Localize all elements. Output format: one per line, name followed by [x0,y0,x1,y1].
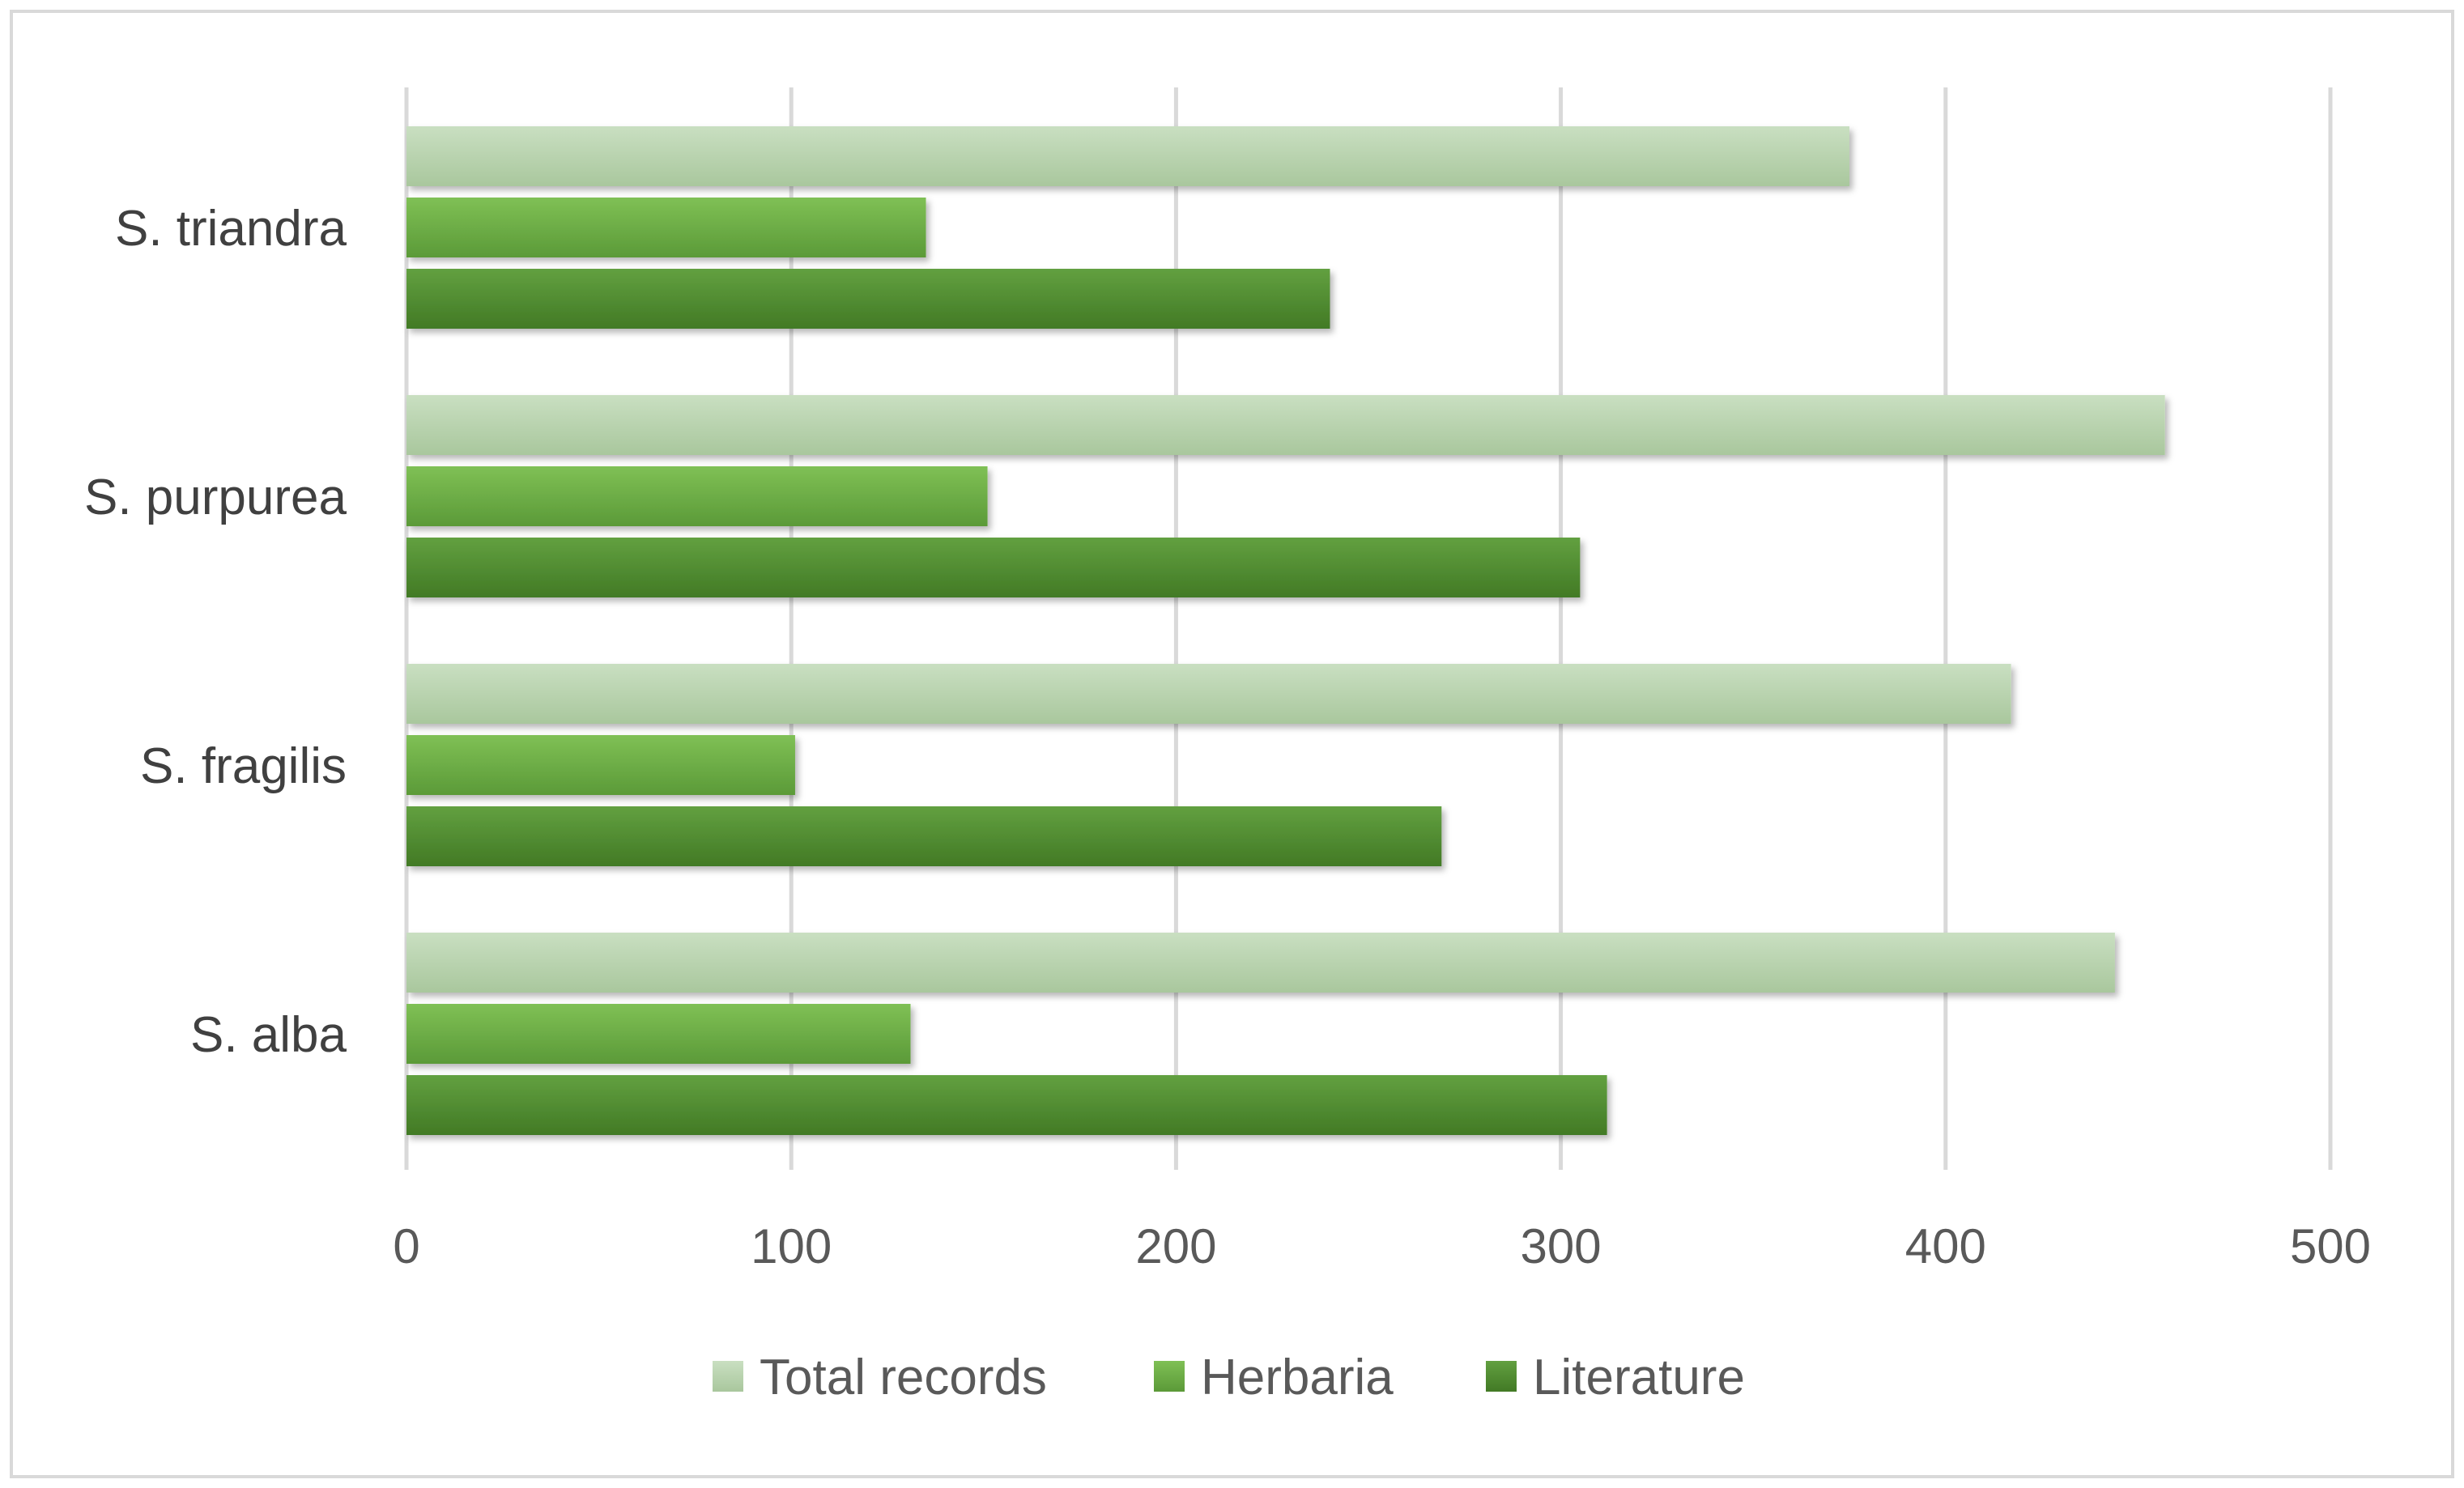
category-label: S. triandra [115,201,347,257]
bar-salba-literature [406,1075,1607,1135]
legend-label-literature: Literature [1533,1350,1745,1405]
bar-striandra-herbaria [406,198,926,257]
legend-label-total-records: Total records [760,1350,1047,1405]
bar-salba-herbaria [406,1004,911,1064]
legend-swatch-total-records [713,1361,743,1392]
legend-swatch-herbaria [1154,1361,1185,1392]
bar-striandra-total-records [406,126,1849,186]
bar-salba-total-records [406,933,2115,993]
x-tick-label-500: 500 [2290,1219,2371,1273]
x-axis: 0 100 200 300 400 500 [393,1219,2371,1273]
x-tick-label-0: 0 [393,1219,419,1273]
bar-sfragilis-literature [406,806,1442,866]
category-label: S. alba [190,1007,347,1063]
legend: Total records Herbaria Literature [713,1350,1745,1405]
x-tick-label-400: 400 [1905,1219,1986,1273]
category-labels: S. triandra S. purpurea S. fragilis S. alba [84,201,347,1063]
bars [406,126,2165,1135]
bar-spurpurea-literature [406,538,1581,597]
legend-swatch-literature [1486,1361,1517,1392]
x-tick-label-100: 100 [751,1219,832,1273]
bar-sfragilis-total-records [406,664,2011,724]
legend-label-herbaria: Herbaria [1201,1350,1394,1405]
category-label: S. fragilis [140,738,347,794]
x-tick-label-300: 300 [1521,1219,1602,1273]
chart-frame [10,10,2454,1478]
bar-spurpurea-herbaria [406,466,988,526]
x-tick-label-200: 200 [1135,1219,1216,1273]
category-label: S. purpurea [84,470,347,525]
bar-striandra-literature [406,269,1330,329]
bar-sfragilis-herbaria [406,735,795,795]
bar-spurpurea-total-records [406,395,2165,455]
